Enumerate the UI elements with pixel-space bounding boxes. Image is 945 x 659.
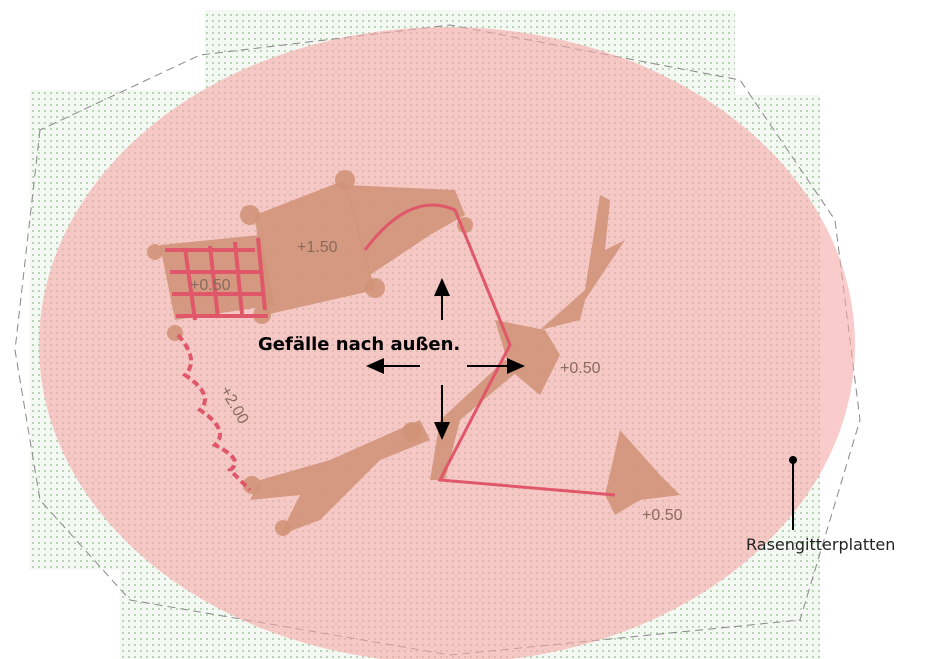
plan: +1.50 +0.50 +2.00 +0.50 +0.50 Gefälle na… <box>0 0 945 659</box>
elevation-label: +1.50 <box>297 239 338 256</box>
elevation-label: +0.50 <box>560 360 601 377</box>
elevation-label: +0.50 <box>190 277 231 294</box>
slope-annotation: Gefälle nach außen. <box>258 334 460 355</box>
elevation-label: +0.50 <box>642 507 683 524</box>
page: {"elevations": ["+1.50", "+0.50", "+2.00… <box>0 0 945 659</box>
callout-dot <box>789 456 797 464</box>
callout-label: Rasengitterplatten <box>746 535 895 554</box>
